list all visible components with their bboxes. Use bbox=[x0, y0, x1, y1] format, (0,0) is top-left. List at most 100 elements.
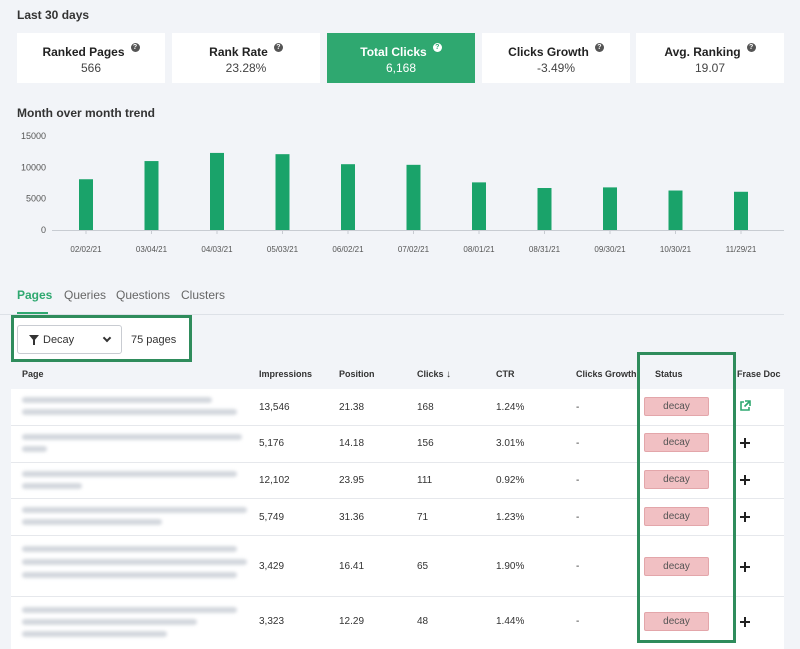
x-tick-label: 07/02/21 bbox=[398, 245, 430, 254]
card-clicks-growth[interactable]: Clicks Growth? -3.49% bbox=[482, 33, 630, 83]
x-tick-label: 05/03/21 bbox=[267, 245, 299, 254]
cell-position: 16.41 bbox=[339, 561, 365, 572]
status-badge: decay bbox=[644, 470, 709, 489]
y-tick-label: 0 bbox=[41, 225, 46, 235]
page-url-blurred[interactable] bbox=[22, 434, 242, 440]
column-header-impressions[interactable]: Impressions bbox=[259, 369, 313, 379]
cell-position: 21.38 bbox=[339, 402, 365, 413]
page-url-blurred[interactable] bbox=[22, 471, 237, 477]
card-value: 6,168 bbox=[385, 61, 417, 75]
summary-cards: Ranked Pages? 566 Rank Rate? 23.28% Tota… bbox=[17, 33, 784, 83]
y-tick-label: 15000 bbox=[21, 131, 46, 141]
card-title: Total Clicks bbox=[360, 45, 427, 59]
help-icon[interactable]: ? bbox=[432, 43, 442, 52]
page-count: 75 pages bbox=[131, 334, 177, 346]
column-header-ctr[interactable]: CTR bbox=[496, 369, 515, 379]
page-url-blurred[interactable] bbox=[22, 631, 167, 637]
status-highlight-box bbox=[637, 352, 736, 643]
plus-icon[interactable] bbox=[740, 474, 752, 486]
cell-impressions: 12,102 bbox=[259, 475, 290, 486]
chart-bar[interactable] bbox=[79, 179, 93, 230]
column-header-position[interactable]: Position bbox=[339, 369, 375, 379]
cell-clicks-growth: - bbox=[576, 402, 580, 413]
plus-icon[interactable] bbox=[740, 511, 752, 523]
trend-chart: 0 5000 10000 15000 02/02/21 03/04/21 04/03/21 0… bbox=[21, 131, 784, 254]
help-icon[interactable]: ? bbox=[130, 43, 140, 52]
chart-bar[interactable] bbox=[537, 188, 552, 230]
page-url-blurred[interactable] bbox=[22, 572, 237, 578]
card-value: 566 bbox=[80, 61, 102, 75]
cell-clicks: 71 bbox=[417, 512, 429, 523]
x-tick-label: 09/30/21 bbox=[594, 245, 626, 254]
x-tick-label: 04/03/21 bbox=[201, 245, 233, 254]
tab-bar: Pages Queries Questions Clusters bbox=[0, 284, 784, 315]
help-icon[interactable]: ? bbox=[594, 43, 604, 52]
column-header-status[interactable]: Status bbox=[655, 369, 683, 379]
filter-value: Decay bbox=[43, 334, 75, 346]
cell-clicks-growth: - bbox=[576, 561, 580, 572]
card-value: -3.49% bbox=[536, 61, 576, 75]
cell-position: 12.29 bbox=[339, 616, 365, 627]
column-header-frase-doc[interactable]: Frase Doc bbox=[737, 369, 781, 379]
cell-impressions: 13,546 bbox=[259, 402, 290, 413]
page-url-blurred[interactable] bbox=[22, 559, 247, 565]
tab-questions[interactable]: Questions bbox=[116, 288, 171, 302]
filter-dropdown[interactable]: Decay bbox=[17, 325, 122, 354]
cell-impressions: 3,429 bbox=[259, 561, 285, 572]
page-url-blurred[interactable] bbox=[22, 619, 197, 625]
chart-bar[interactable] bbox=[472, 182, 486, 230]
status-badge: decay bbox=[644, 397, 709, 416]
card-value: 19.07 bbox=[694, 61, 726, 75]
chart-bar[interactable] bbox=[603, 187, 617, 230]
help-icon[interactable]: ? bbox=[273, 43, 283, 52]
x-tick-label: 08/31/21 bbox=[529, 245, 561, 254]
chart-bar[interactable] bbox=[144, 161, 159, 230]
card-value: 23.28% bbox=[225, 61, 267, 75]
cell-position: 23.95 bbox=[339, 475, 365, 486]
chart-bar[interactable] bbox=[275, 154, 290, 230]
card-total-clicks[interactable]: Total Clicks? 6,168 bbox=[327, 33, 475, 83]
plus-icon[interactable] bbox=[740, 437, 752, 449]
page-url-blurred[interactable] bbox=[22, 546, 237, 552]
chart-bar[interactable] bbox=[406, 164, 421, 230]
help-icon[interactable]: ? bbox=[746, 43, 756, 52]
external-link-icon[interactable] bbox=[739, 400, 751, 412]
cell-clicks: 156 bbox=[417, 438, 434, 449]
cell-ctr: 1.44% bbox=[496, 616, 525, 627]
column-header-page[interactable]: Page bbox=[22, 369, 44, 379]
cell-clicks: 48 bbox=[417, 616, 429, 627]
chart-bar[interactable] bbox=[341, 164, 355, 230]
cell-ctr: 0.92% bbox=[496, 475, 525, 486]
filter-icon bbox=[29, 335, 39, 345]
plus-icon[interactable] bbox=[740, 616, 752, 628]
cell-clicks-growth: - bbox=[576, 475, 580, 486]
chart-bar[interactable] bbox=[668, 190, 683, 230]
cell-clicks-growth: - bbox=[576, 616, 580, 627]
card-avg-ranking[interactable]: Avg. Ranking? 19.07 bbox=[636, 33, 784, 83]
page-url-blurred[interactable] bbox=[22, 483, 82, 489]
sort-down-icon: ↓ bbox=[446, 369, 452, 380]
page-url-blurred[interactable] bbox=[22, 507, 247, 513]
column-header-clicks-growth[interactable]: Clicks Growth bbox=[576, 369, 637, 379]
tab-clusters[interactable]: Clusters bbox=[181, 288, 226, 302]
page-url-blurred[interactable] bbox=[22, 519, 162, 525]
status-badge: decay bbox=[644, 433, 709, 452]
plus-icon[interactable] bbox=[740, 561, 752, 573]
cell-clicks: 65 bbox=[417, 561, 429, 572]
card-ranked-pages[interactable]: Ranked Pages? 566 bbox=[17, 33, 165, 83]
card-rank-rate[interactable]: Rank Rate? 23.28% bbox=[172, 33, 320, 83]
page-url-blurred[interactable] bbox=[22, 397, 212, 403]
cell-ctr: 1.24% bbox=[496, 402, 525, 413]
column-header-clicks-label: Clicks bbox=[417, 369, 444, 379]
column-header-clicks[interactable]: Clicks ↓ bbox=[417, 369, 451, 380]
tab-pages[interactable]: Pages bbox=[17, 288, 53, 302]
page-url-blurred[interactable] bbox=[22, 607, 237, 613]
chart-bar[interactable] bbox=[210, 152, 224, 230]
page-url-blurred[interactable] bbox=[22, 446, 47, 452]
tab-queries[interactable]: Queries bbox=[64, 288, 107, 302]
chart-bar[interactable] bbox=[734, 191, 748, 230]
cell-clicks-growth: - bbox=[576, 438, 580, 449]
cell-clicks: 168 bbox=[417, 402, 434, 413]
cell-impressions: 5,176 bbox=[259, 438, 285, 449]
page-url-blurred[interactable] bbox=[22, 409, 237, 415]
